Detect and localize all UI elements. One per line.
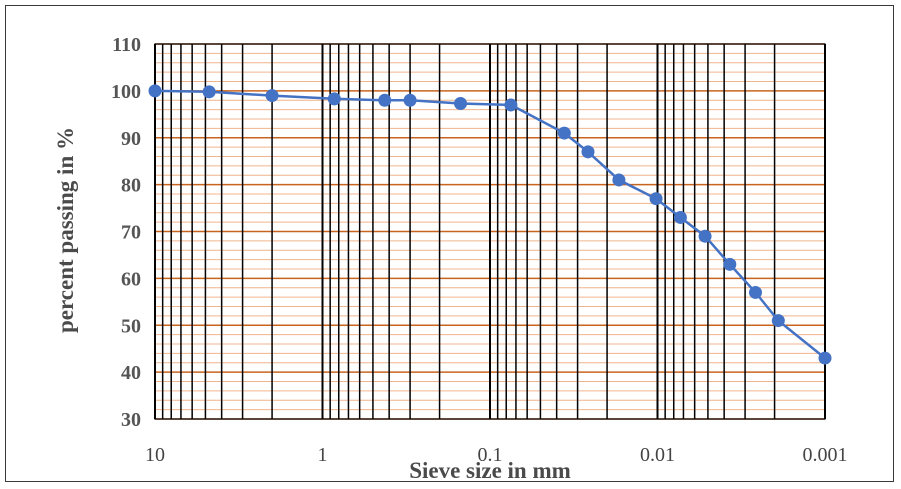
data-point <box>403 93 417 107</box>
data-point <box>557 126 571 140</box>
data-point <box>581 145 595 159</box>
y-axis-title: percent passing in % <box>53 127 78 333</box>
x-tick-label: 1 <box>318 444 328 466</box>
y-tick-label: 110 <box>112 34 141 56</box>
data-point <box>771 314 785 328</box>
x-tick-label: 0.01 <box>640 444 675 466</box>
data-point <box>504 98 518 112</box>
data-point <box>748 285 762 299</box>
y-tick-label: 40 <box>121 362 141 384</box>
data-point <box>327 92 341 106</box>
x-axis-ticks: 10 1 0.1 0.01 0.001 <box>145 444 848 466</box>
y-tick-label: 30 <box>121 409 141 431</box>
x-tick-label: 10 <box>145 444 165 466</box>
y-tick-label: 80 <box>121 175 141 197</box>
grid <box>154 43 826 420</box>
x-tick-label: 0.1 <box>478 444 503 466</box>
x-axis-title: Sieve size in mm <box>409 458 571 483</box>
y-tick-label: 60 <box>121 268 141 290</box>
data-point <box>649 192 663 206</box>
data-point <box>454 97 468 111</box>
data-point <box>818 351 832 365</box>
x-tick-label: 0.001 <box>803 444 848 466</box>
y-tick-label: 70 <box>121 222 141 244</box>
plot-border <box>154 43 826 420</box>
data-point <box>378 93 392 107</box>
series <box>148 84 832 365</box>
data-point <box>673 210 687 224</box>
data-point <box>723 257 737 271</box>
y-tick-label: 90 <box>121 128 141 150</box>
y-axis-ticks: 30 40 50 60 70 80 90 100 110 <box>111 34 141 431</box>
y-tick-label: 50 <box>121 315 141 337</box>
data-point <box>265 89 279 103</box>
data-point <box>612 173 626 187</box>
y-tick-label: 100 <box>111 81 141 103</box>
data-point <box>148 84 162 98</box>
data-point <box>202 85 216 99</box>
data-point <box>698 229 712 243</box>
